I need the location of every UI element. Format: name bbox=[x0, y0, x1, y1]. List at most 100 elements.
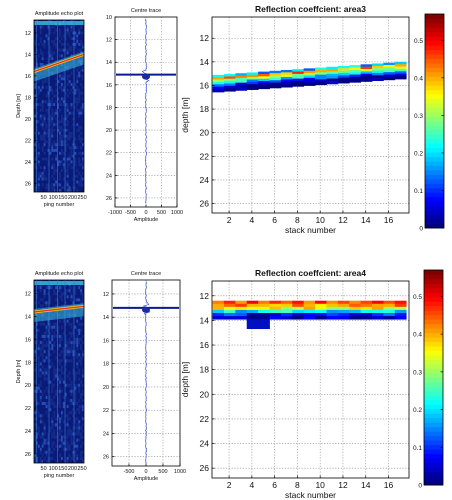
echo-speckle bbox=[55, 325, 58, 329]
echo-speckle bbox=[41, 57, 44, 61]
echo-speckle bbox=[60, 444, 63, 448]
echo-speckle bbox=[51, 398, 54, 402]
heatmap-cell bbox=[280, 81, 293, 86]
heatmap-cell bbox=[235, 313, 248, 317]
echo-speckle bbox=[72, 91, 75, 95]
x-tick-label: 10 bbox=[315, 215, 325, 225]
echo-speckle bbox=[60, 411, 63, 415]
echo-speckle bbox=[78, 88, 81, 92]
echo-speckle bbox=[66, 347, 69, 351]
echo-speckle bbox=[64, 108, 67, 112]
colorbar-swatch bbox=[425, 27, 444, 33]
echo-speckle bbox=[68, 131, 71, 135]
echo-speckle bbox=[72, 456, 75, 460]
heatmap-cell bbox=[258, 73, 270, 78]
echo-speckle bbox=[41, 83, 44, 86]
echo-speckle bbox=[60, 169, 63, 172]
heatmap-cell bbox=[326, 78, 339, 82]
heatmap-cell bbox=[360, 316, 373, 320]
echo-speckle bbox=[41, 120, 44, 124]
echo-speckle bbox=[57, 298, 59, 302]
echo-speckle bbox=[60, 368, 63, 372]
echo-speckle bbox=[60, 120, 63, 124]
echo-speckle bbox=[51, 163, 54, 167]
echo-speckle bbox=[70, 435, 73, 439]
echo-speckle bbox=[45, 34, 48, 38]
heatmap-cell bbox=[337, 313, 350, 317]
echo-speckle bbox=[70, 88, 73, 92]
echo-speckle bbox=[45, 441, 48, 445]
echo-speckle bbox=[49, 395, 52, 399]
colorbar-tick-label: 0.2 bbox=[414, 151, 423, 158]
echo-speckle bbox=[55, 392, 58, 396]
heatmap-cell bbox=[315, 316, 327, 320]
colorbar-swatch bbox=[424, 278, 443, 284]
x-tick-label: 150 bbox=[58, 195, 67, 201]
echo-speckle bbox=[62, 350, 65, 354]
echo-speckle bbox=[78, 160, 81, 164]
echo-speckle bbox=[45, 186, 48, 190]
axes-frame bbox=[211, 280, 410, 479]
heatmap-cell bbox=[394, 316, 407, 320]
echo-speckle bbox=[34, 380, 36, 384]
echo-speckle bbox=[55, 286, 58, 290]
y-tick-label: 14 bbox=[103, 315, 109, 321]
echo-speckle bbox=[60, 295, 63, 299]
echo-speckle bbox=[60, 438, 63, 442]
heatmap-cell bbox=[349, 74, 362, 78]
echo-speckle bbox=[49, 429, 52, 433]
heatmap-cell bbox=[326, 80, 339, 85]
heatmap-cell bbox=[349, 79, 362, 83]
heatmap-cell bbox=[349, 316, 362, 320]
echo-speckle bbox=[62, 441, 65, 445]
echo-speckle bbox=[57, 438, 59, 442]
heatmap-cell bbox=[383, 306, 396, 311]
echo-speckle bbox=[80, 111, 83, 115]
echo-speckle bbox=[51, 131, 54, 135]
echo-speckle bbox=[60, 48, 63, 52]
colorbar-swatch bbox=[424, 350, 443, 356]
echo-speckle bbox=[39, 63, 42, 66]
echo-speckle bbox=[39, 380, 42, 384]
colorbar-swatch bbox=[425, 112, 444, 117]
colorbar-swatch bbox=[425, 201, 444, 207]
echo-speckle bbox=[37, 143, 40, 147]
echo-speckle bbox=[60, 414, 63, 418]
echo-speckle bbox=[34, 398, 36, 402]
echo-speckle bbox=[68, 341, 71, 345]
echo-speckle bbox=[34, 83, 36, 86]
echo-speckle bbox=[80, 347, 83, 351]
colorbar-swatch bbox=[425, 214, 444, 220]
echo-speckle bbox=[64, 353, 67, 357]
echo-speckle bbox=[55, 180, 58, 184]
heatmap-cell bbox=[258, 306, 270, 311]
echo-speckle bbox=[66, 441, 69, 445]
heatmap-cell bbox=[269, 300, 282, 305]
y-tick-label: 16 bbox=[200, 340, 210, 350]
heatmap-cell bbox=[246, 300, 259, 305]
echo-speckle bbox=[66, 123, 69, 127]
heatmap-cell bbox=[269, 313, 282, 317]
colorbar-swatch bbox=[425, 174, 444, 180]
echo-speckle bbox=[39, 37, 42, 41]
echo-speckle bbox=[49, 140, 52, 144]
echo-speckle bbox=[41, 402, 44, 406]
echo-speckle bbox=[57, 389, 59, 393]
heatmap-cell bbox=[360, 69, 373, 73]
heatmap-cell bbox=[269, 80, 282, 84]
heatmap-cell bbox=[223, 309, 236, 314]
echo-speckle bbox=[49, 301, 52, 305]
heatmap-cell bbox=[349, 303, 362, 308]
echo-speckle bbox=[34, 166, 36, 170]
echo-speckle bbox=[59, 438, 61, 442]
x-axis-label: stack number bbox=[285, 225, 336, 235]
heatmap-cell bbox=[360, 303, 373, 308]
echo-speckle bbox=[41, 80, 44, 84]
echo-speckle bbox=[66, 341, 69, 345]
heatmap-cell bbox=[315, 313, 327, 317]
echo-speckle bbox=[64, 28, 67, 32]
heatmap-cell bbox=[394, 300, 407, 305]
heatmap-cell bbox=[337, 68, 350, 72]
colorbar-swatch bbox=[424, 368, 443, 374]
echo-speckle bbox=[76, 453, 79, 457]
